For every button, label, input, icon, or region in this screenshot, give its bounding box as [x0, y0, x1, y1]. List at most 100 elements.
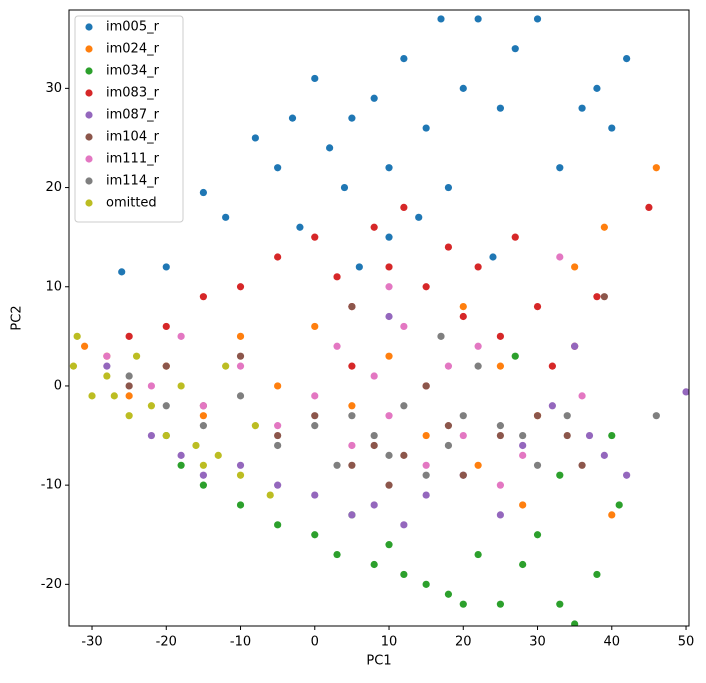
point	[459, 600, 467, 608]
point	[311, 392, 319, 400]
legend-label: im114_r	[106, 174, 160, 189]
point	[593, 84, 601, 92]
legend-box	[74, 15, 184, 223]
point	[296, 223, 304, 231]
point	[533, 302, 542, 311]
point	[199, 188, 207, 197]
point	[236, 332, 245, 340]
point	[162, 402, 170, 410]
y-tick-label: -10	[41, 478, 62, 493]
x-tick-label: 20	[455, 635, 472, 650]
legend-label: im005_r	[106, 20, 160, 35]
point	[80, 342, 89, 350]
axes-frame	[68, 9, 690, 627]
point	[608, 431, 616, 440]
point	[125, 392, 133, 400]
point	[147, 382, 156, 390]
point	[311, 531, 319, 539]
point	[496, 431, 505, 440]
point	[459, 302, 467, 311]
point	[571, 263, 579, 271]
point	[496, 511, 505, 519]
point	[274, 164, 282, 172]
point	[600, 293, 608, 301]
y-tick-label: 30	[45, 81, 62, 96]
legend-label: im034_r	[106, 64, 160, 79]
point	[422, 461, 430, 469]
point	[600, 451, 608, 459]
point	[422, 382, 430, 390]
point	[311, 322, 319, 331]
point	[385, 312, 393, 321]
point	[459, 431, 467, 440]
point	[177, 332, 185, 340]
legend-marker	[85, 111, 93, 119]
point	[274, 441, 282, 450]
point	[489, 253, 497, 261]
point	[348, 362, 356, 370]
point	[496, 362, 505, 370]
point	[125, 372, 133, 380]
point	[519, 441, 527, 450]
point	[348, 511, 356, 519]
point	[623, 471, 631, 479]
point	[236, 392, 245, 400]
point	[400, 322, 408, 331]
point	[103, 372, 111, 380]
point	[162, 362, 170, 370]
point	[199, 412, 207, 420]
point	[236, 352, 245, 360]
x-tick-label: 10	[381, 635, 398, 650]
point	[400, 55, 408, 63]
point	[162, 431, 170, 440]
x-tick-label: -10	[230, 635, 251, 650]
point	[400, 521, 408, 529]
point	[444, 422, 453, 430]
x-tick-label: 50	[678, 635, 695, 650]
point	[385, 481, 393, 489]
point	[519, 501, 527, 509]
point	[192, 441, 200, 450]
point	[511, 233, 519, 241]
point	[608, 511, 616, 519]
point	[199, 293, 207, 301]
legend-marker	[85, 89, 93, 97]
point	[563, 412, 571, 420]
point	[556, 471, 564, 479]
point	[571, 342, 579, 350]
point	[355, 263, 363, 271]
point	[73, 332, 81, 340]
point	[422, 283, 430, 291]
legend-marker	[85, 155, 93, 163]
point	[348, 302, 356, 311]
point	[370, 223, 378, 231]
x-tick-label: 30	[529, 635, 546, 650]
point	[236, 501, 245, 509]
point	[385, 233, 393, 241]
point	[519, 560, 527, 569]
point	[400, 203, 408, 211]
point	[548, 362, 556, 370]
point	[348, 441, 356, 450]
x-tick-label: 0	[311, 635, 319, 650]
point	[444, 243, 453, 251]
point	[533, 531, 542, 539]
point	[326, 144, 334, 152]
point	[578, 392, 586, 400]
point	[311, 233, 319, 241]
point	[496, 104, 505, 112]
point	[496, 422, 505, 430]
point	[385, 263, 393, 271]
point	[533, 15, 542, 23]
point	[348, 412, 356, 420]
point	[615, 501, 623, 509]
point	[593, 293, 601, 301]
point	[162, 263, 170, 271]
point	[311, 412, 319, 420]
legend-label: omitted	[106, 196, 157, 211]
point	[125, 382, 133, 390]
point	[652, 164, 660, 172]
legend-marker	[85, 67, 93, 75]
point	[274, 521, 282, 529]
